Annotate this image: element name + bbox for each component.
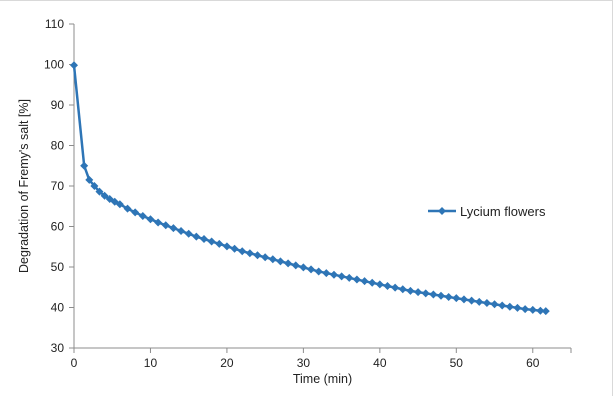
y-tick-label: 70 [51, 179, 65, 193]
data-point [513, 303, 522, 312]
data-point [322, 269, 331, 278]
data-point [437, 291, 446, 300]
data-point [291, 261, 300, 270]
x-axis-title: Time (min) [293, 372, 352, 386]
data-point [452, 294, 461, 303]
data-point [314, 267, 323, 276]
data-point [429, 290, 438, 299]
y-tick-label: 100 [44, 58, 64, 72]
data-point [475, 297, 484, 306]
data-point [80, 161, 89, 170]
data-point [505, 302, 514, 311]
data-point [345, 273, 354, 282]
data-point [169, 224, 178, 233]
data-point [383, 282, 392, 291]
data-point [161, 221, 170, 230]
data-point [184, 229, 193, 238]
data-point [459, 295, 468, 304]
data-point [467, 296, 476, 305]
data-point [230, 244, 239, 253]
data-point [115, 200, 124, 209]
data-point [284, 259, 293, 268]
data-point [245, 249, 254, 258]
series-line [72, 65, 546, 313]
x-tick-label: 10 [144, 356, 158, 370]
data-point [100, 191, 109, 200]
series-layer [70, 61, 550, 316]
data-point [154, 218, 163, 227]
data-point [177, 226, 186, 235]
data-point [414, 288, 423, 297]
data-point [131, 208, 140, 217]
legend-label: Lycium flowers [460, 204, 546, 219]
x-tick-label: 0 [71, 356, 78, 370]
data-point [95, 187, 104, 196]
x-tick-label: 60 [526, 356, 540, 370]
data-point [398, 285, 407, 294]
data-point [299, 263, 308, 272]
legend: Lycium flowers [428, 204, 546, 219]
data-point [360, 277, 369, 286]
data-point [498, 301, 507, 310]
data-point [261, 253, 270, 262]
data-point [329, 270, 338, 279]
axes [69, 23, 572, 353]
y-tick-label: 40 [51, 301, 65, 315]
data-point [482, 299, 491, 308]
data-point [199, 235, 208, 244]
data-point [268, 255, 277, 264]
y-axis-title: Degradation of Fremy's salt [%] [17, 99, 31, 273]
y-tick-label: 90 [51, 98, 65, 112]
x-tick-label: 30 [297, 356, 311, 370]
data-point [138, 211, 147, 220]
data-point [541, 307, 550, 316]
data-point [85, 175, 94, 184]
data-point [90, 182, 99, 190]
data-point [528, 305, 537, 314]
x-tick-label: 50 [450, 356, 464, 370]
legend-marker [438, 207, 446, 215]
data-point [521, 305, 530, 314]
y-tick-label: 110 [45, 17, 64, 31]
data-point [123, 204, 132, 213]
data-point [337, 272, 346, 281]
data-point [207, 237, 216, 246]
tick-labels: 30 40 50 60 70 80 90 100 110 0 10 20 30 40 50 60 [44, 17, 540, 370]
y-tick-label: 50 [51, 260, 65, 274]
data-point [215, 239, 224, 248]
data-point [444, 292, 453, 301]
data-point [70, 61, 78, 70]
data-point [421, 289, 430, 298]
data-point [253, 251, 262, 260]
data-point [238, 247, 247, 256]
x-tick-label: 20 [220, 356, 234, 370]
data-point [406, 286, 415, 295]
y-tick-label: 60 [51, 220, 65, 234]
x-tick-label: 40 [373, 356, 387, 370]
data-point [368, 278, 377, 287]
data-point [307, 265, 316, 274]
data-point [276, 257, 285, 266]
data-point [391, 283, 400, 292]
data-point [222, 242, 231, 251]
data-point [375, 280, 384, 289]
data-point [536, 306, 545, 315]
data-point [352, 275, 361, 284]
y-tick-label: 80 [51, 139, 65, 153]
data-point [192, 232, 201, 241]
data-point [146, 215, 155, 224]
data-point [490, 300, 499, 309]
y-tick-label: 30 [51, 341, 65, 355]
